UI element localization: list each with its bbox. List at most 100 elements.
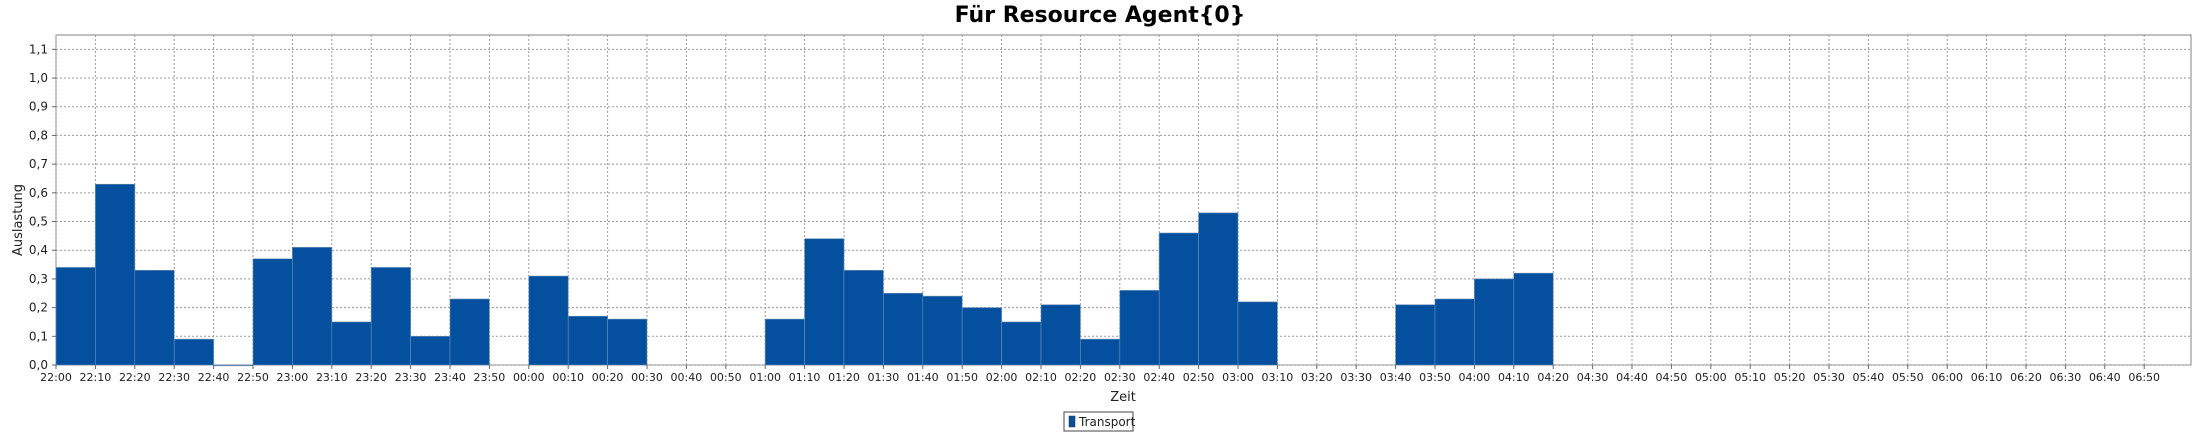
bar: [1119, 290, 1160, 366]
bar: [292, 247, 333, 366]
x-tick-label: 02:30: [1104, 371, 1136, 384]
x-tick-label: 00:00: [513, 371, 545, 384]
x-axis-label: Zeit: [1110, 390, 1136, 405]
legend-swatch: [1068, 415, 1076, 428]
x-tick-label: 06:50: [2128, 371, 2160, 384]
x-tick-label: 22:00: [40, 371, 72, 384]
bar: [331, 321, 372, 366]
y-tick-label: 1,1: [29, 42, 48, 56]
bar: [213, 364, 254, 367]
x-tick-label: 22:10: [80, 371, 112, 384]
bar: [883, 292, 924, 366]
legend: Transport: [1063, 411, 1136, 432]
x-tick-label: 06:30: [2050, 371, 2082, 384]
bar: [1395, 304, 1436, 366]
x-tick-label: 00:20: [592, 371, 624, 384]
bar: [804, 238, 845, 366]
y-tick-label: 0,1: [29, 329, 48, 343]
bar: [410, 336, 451, 366]
bar: [449, 298, 490, 366]
x-tick-label: 02:10: [1025, 371, 1057, 384]
bar: [843, 270, 884, 366]
bar: [1513, 272, 1554, 366]
x-tick-label: 03:00: [1222, 371, 1254, 384]
bar: [607, 318, 648, 366]
x-tick-label: 01:40: [907, 371, 939, 384]
x-tick-label: 23:20: [355, 371, 387, 384]
y-tick-label: 0,0: [29, 358, 48, 372]
bar: [961, 307, 1002, 366]
legend-box: [1063, 411, 1134, 432]
y-tick-label: 0,7: [29, 157, 48, 171]
y-axis: 0,0 0,1 0,2 0,3 0,4 0,5 0,6 0,7 0,8 0,9 1,0 1,1: [29, 42, 56, 372]
x-tick-label: 05:50: [1892, 371, 1924, 384]
y-tick-label: 1,0: [29, 71, 48, 85]
bar: [1198, 212, 1239, 366]
bars: [55, 183, 1554, 367]
bar: [134, 270, 175, 366]
bar: [764, 318, 805, 366]
x-tick-label: 01:20: [828, 371, 860, 384]
x-tick-label: 04:30: [1577, 371, 1609, 384]
x-tick-label: 02:20: [1065, 371, 1097, 384]
y-tick-label: 0,5: [29, 215, 48, 229]
x-tick-label: 05:20: [1774, 371, 1806, 384]
bar: [370, 267, 411, 366]
bar: [1001, 321, 1042, 366]
bar: [922, 295, 963, 366]
bar: [1434, 298, 1475, 366]
x-tick-label: 05:10: [1734, 371, 1766, 384]
bar: [173, 338, 214, 366]
x-tick-label: 01:30: [868, 371, 900, 384]
legend-entry-transport: Transport: [1078, 415, 1136, 429]
x-tick-label: 03:10: [1262, 371, 1294, 384]
x-tick-label: 22:50: [237, 371, 269, 384]
y-tick-label: 0,6: [29, 186, 48, 200]
x-axis: 22:00 22:10 22:20 22:30 22:40 22:50 23:00 23:10…: [40, 365, 2160, 384]
x-tick-label: 04:20: [1537, 371, 1569, 384]
bar: [1474, 278, 1515, 366]
bar: [528, 275, 569, 366]
x-tick-label: 03:40: [1380, 371, 1412, 384]
x-tick-label: 00:10: [552, 371, 584, 384]
y-tick-label: 0,4: [29, 243, 48, 257]
x-tick-label: 05:30: [1813, 371, 1845, 384]
y-tick-label: 0,3: [29, 272, 48, 286]
x-tick-label: 23:40: [434, 371, 466, 384]
bar: [1237, 301, 1278, 366]
y-tick-label: 0,9: [29, 100, 48, 114]
x-tick-label: 22:20: [119, 371, 151, 384]
bar: [95, 183, 136, 366]
x-tick-label: 00:30: [631, 371, 663, 384]
x-tick-label: 22:30: [158, 371, 190, 384]
x-tick-label: 23:50: [474, 371, 506, 384]
x-tick-label: 04:00: [1459, 371, 1491, 384]
x-tick-label: 02:00: [986, 371, 1018, 384]
x-tick-label: 23:30: [395, 371, 427, 384]
x-tick-label: 05:40: [1853, 371, 1885, 384]
x-tick-label: 22:40: [198, 371, 230, 384]
bar: [55, 267, 96, 366]
x-tick-label: 04:50: [1656, 371, 1688, 384]
x-tick-label: 04:10: [1498, 371, 1530, 384]
y-tick-label: 0,8: [29, 128, 48, 142]
bar: [252, 258, 293, 366]
x-tick-label: 04:40: [1616, 371, 1648, 384]
x-tick-label: 06:00: [1931, 371, 1963, 384]
x-tick-label: 00:50: [710, 371, 742, 384]
bar: [1040, 304, 1081, 366]
y-tick-label: 0,2: [29, 301, 48, 315]
y-axis-label: Auslastung: [11, 184, 26, 256]
x-tick-label: 02:50: [1183, 371, 1215, 384]
x-tick-label: 23:10: [316, 371, 348, 384]
bar: [1158, 232, 1199, 366]
x-tick-label: 01:10: [789, 371, 821, 384]
bar: [567, 315, 608, 366]
x-tick-label: 03:20: [1301, 371, 1333, 384]
chart-title: Für Resource Agent{0}: [955, 3, 1246, 28]
x-tick-label: 03:30: [1340, 371, 1372, 384]
x-tick-label: 03:50: [1419, 371, 1451, 384]
x-tick-label: 01:00: [749, 371, 781, 384]
